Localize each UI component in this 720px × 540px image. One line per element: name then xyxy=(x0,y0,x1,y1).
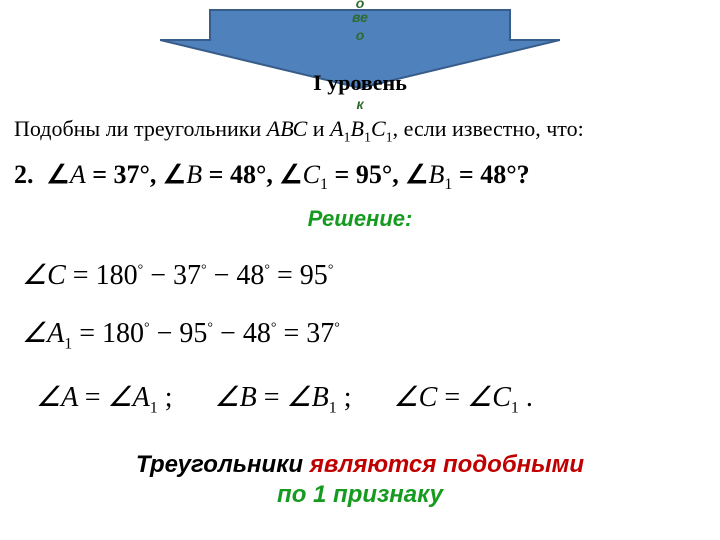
problem-statement: 2. ∠A = 37°, ∠B = 48°, ∠C1 = 95°, ∠B1 = … xyxy=(14,160,706,194)
equation-3: ∠A = ∠A1 ; ∠B = ∠B1 ; ∠C = ∠C1 . xyxy=(36,380,533,418)
conclusion-text: Треугольники являются подобными по 1 при… xyxy=(0,450,720,510)
arrow-label-top: о ве xyxy=(352,0,368,24)
solution-label: Решение: xyxy=(0,206,720,232)
equation-2: ∠A1 = 180° − 95° − 48° = 37° xyxy=(22,316,340,354)
arrow-label-bottom: к xyxy=(356,96,363,112)
question-text: Подобны ли треугольники АВС и А1В1С1, ес… xyxy=(14,116,706,146)
equation-1: ∠C = 180° − 37° − 48° = 95° xyxy=(22,258,333,292)
level-heading: I уровень xyxy=(0,70,720,96)
arrow-label-mid: o xyxy=(356,28,365,42)
